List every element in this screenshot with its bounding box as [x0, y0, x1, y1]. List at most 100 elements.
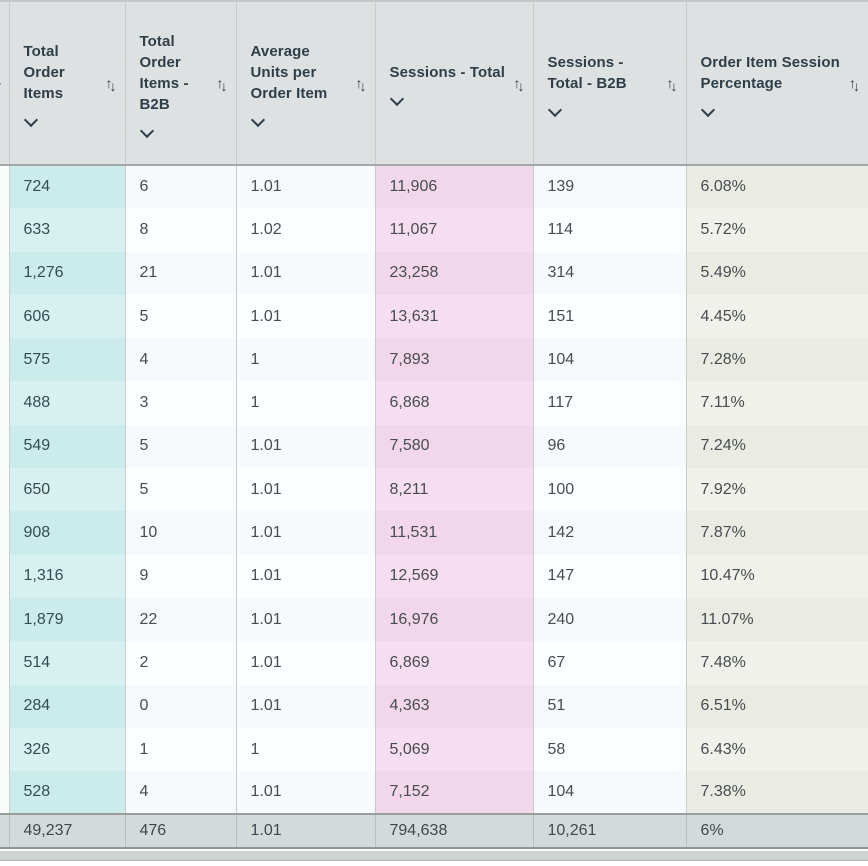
- column-header-total-order-items-b2b[interactable]: Total Order Items - B2B ↑↓: [124, 2, 236, 166]
- cell-total-order-items: 1,879: [8, 597, 125, 642]
- table-row: 908 10 1.01 11,531 142 7.87%: [0, 511, 868, 555]
- cell-total-order-items: 1,316: [8, 554, 125, 598]
- clipped-previous-column-cell: [0, 165, 9, 209]
- table-row: 650 5 1.01 8,211 100 7.92%: [0, 468, 868, 512]
- table-row: 1,316 9 1.01 12,569 147 10.47%: [0, 554, 868, 598]
- column-label-block: Total Order Items - B2B: [139, 31, 213, 138]
- cell-total-order-items-b2b: 1: [124, 727, 236, 772]
- cell-order-item-session-percentage: 10.47%: [685, 554, 868, 598]
- cell-order-item-session-percentage: 7.48%: [685, 641, 868, 685]
- sort-arrows-icon[interactable]: ↑↓: [849, 75, 860, 94]
- cell-sessions-total: 7,580: [374, 424, 533, 469]
- sort-arrows-icon[interactable]: ↑↓: [513, 75, 525, 94]
- column-label-block: Sessions - Total: [389, 62, 506, 107]
- cell-avg-units-per-order-item: 1.01: [235, 424, 375, 469]
- sort-arrows-icon[interactable]: ↑↓: [666, 75, 678, 94]
- cell-sessions-total-b2b: 100: [532, 468, 686, 512]
- sort-arrows-icon[interactable]: ↑↓: [105, 75, 117, 94]
- totals-row: 49,237 476 1.01 794,638 10,261 6%: [0, 813, 868, 850]
- cell-sessions-total-b2b: 151: [532, 294, 686, 339]
- table-row: 284 0 1.01 4,363 51 6.51%: [0, 684, 868, 728]
- cell-sessions-total: 6,868: [374, 381, 533, 425]
- cell-total-order-items: 1,276: [8, 251, 125, 295]
- table-row: 549 5 1.01 7,580 96 7.24%: [0, 424, 868, 469]
- table-row: 1,276 21 1.01 23,258 314 5.49%: [0, 251, 868, 295]
- cell-total-order-items: 724: [8, 165, 125, 209]
- cell-sessions-total-b2b: 96: [532, 424, 686, 469]
- clipped-previous-column-cell: [0, 511, 9, 555]
- column-header-total-order-items[interactable]: Total Order Items ↑↓: [8, 2, 125, 166]
- cell-total-order-items: 606: [8, 294, 125, 339]
- cell-sessions-total: 5,069: [374, 727, 533, 772]
- table-row: 1,879 22 1.01 16,976 240 11.07%: [0, 597, 868, 642]
- cell-total-order-items-b2b: 22: [124, 597, 236, 642]
- chevron-down-icon[interactable]: [139, 123, 154, 138]
- clipped-previous-column-cell: [0, 208, 9, 252]
- cell-avg-units-per-order-item: 1.01: [235, 468, 375, 512]
- cell-sessions-total-b2b: 117: [532, 381, 686, 425]
- column-header-avg-units-per-order-item[interactable]: Average Units per Order Item ↑↓: [235, 2, 375, 166]
- cell-sessions-total-b2b: 147: [532, 554, 686, 598]
- cell-sessions-total: 12,569: [374, 554, 533, 598]
- clipped-previous-column: ↓: [0, 2, 9, 166]
- cell-total-order-items: 549: [8, 424, 125, 469]
- cell-sessions-total-b2b: 139: [532, 165, 686, 209]
- total-total-order-items-b2b: 476: [124, 813, 236, 850]
- chevron-down-icon[interactable]: [23, 112, 38, 128]
- cell-total-order-items-b2b: 6: [124, 165, 236, 209]
- clipped-sort-arrows-icon: ↓: [0, 72, 4, 88]
- cell-avg-units-per-order-item: 1.01: [235, 251, 375, 295]
- clipped-previous-column-cell: [0, 381, 9, 425]
- cell-sessions-total: 11,067: [374, 208, 533, 252]
- column-header-sessions-total[interactable]: Sessions - Total ↑↓: [374, 2, 533, 166]
- cell-sessions-total: 7,152: [374, 771, 533, 815]
- cell-avg-units-per-order-item: 1: [235, 381, 375, 425]
- clipped-previous-column-cell: [0, 684, 9, 728]
- clipped-previous-column-cell: [0, 597, 9, 642]
- cell-avg-units-per-order-item: 1: [235, 727, 375, 772]
- clipped-previous-column-total: [0, 813, 9, 850]
- table-body: 724 6 1.01 11,906 139 6.08% 633 8 1.02 11,067 114 5…: [0, 165, 868, 815]
- cell-avg-units-per-order-item: 1.02: [235, 208, 375, 252]
- horizontal-scrollbar-track[interactable]: [0, 849, 868, 862]
- cell-total-order-items-b2b: 5: [124, 468, 236, 512]
- table-header: ↓Total Order Items↑↓Total Order Items - …: [0, 2, 868, 166]
- cell-sessions-total-b2b: 142: [532, 511, 686, 555]
- column-header-sessions-total-b2b[interactable]: Sessions - Total - B2B ↑↓: [532, 2, 686, 166]
- table-row: 528 4 1.01 7,152 104 7.38%: [0, 771, 868, 815]
- cell-sessions-total-b2b: 114: [532, 208, 686, 252]
- cell-total-order-items-b2b: 21: [124, 251, 236, 295]
- table-row: 724 6 1.01 11,906 139 6.08%: [0, 165, 868, 209]
- chevron-down-icon[interactable]: [547, 102, 562, 117]
- cell-total-order-items: 650: [8, 468, 125, 512]
- column-label: Total Order Items - B2B: [139, 32, 189, 113]
- cell-sessions-total: 4,363: [374, 684, 533, 728]
- column-header-order-item-session-percentage[interactable]: Order Item Session Percentage ↑↓: [685, 2, 868, 166]
- clipped-previous-column-cell: [0, 338, 9, 382]
- column-header-content: Total Order Items ↑↓: [23, 41, 117, 128]
- cell-total-order-items: 633: [8, 208, 125, 252]
- chevron-down-icon[interactable]: [700, 102, 715, 117]
- total-sessions-total: 794,638: [374, 813, 533, 850]
- cell-order-item-session-percentage: 7.92%: [685, 468, 868, 512]
- column-label: Order Item Session Percentage: [700, 53, 840, 92]
- cell-total-order-items-b2b: 9: [124, 554, 236, 598]
- cell-avg-units-per-order-item: 1.01: [235, 554, 375, 598]
- sort-arrows-icon[interactable]: ↑↓: [216, 75, 228, 94]
- table-row: 633 8 1.02 11,067 114 5.72%: [0, 208, 868, 252]
- cell-total-order-items-b2b: 5: [124, 294, 236, 339]
- clipped-previous-column-cell: [0, 251, 9, 295]
- cell-total-order-items: 528: [8, 771, 125, 815]
- header-row: ↓Total Order Items↑↓Total Order Items - …: [0, 2, 868, 166]
- column-label-block: Average Units per Order Item: [250, 41, 352, 128]
- sort-arrows-icon[interactable]: ↑↓: [355, 75, 367, 94]
- chevron-down-icon[interactable]: [250, 112, 265, 128]
- table-row: 326 1 1 5,069 58 6.43%: [0, 727, 868, 772]
- cell-total-order-items: 284: [8, 684, 125, 728]
- chevron-down-icon[interactable]: [389, 91, 404, 107]
- cell-sessions-total-b2b: 240: [532, 597, 686, 642]
- column-label-block: Total Order Items: [23, 41, 102, 128]
- cell-avg-units-per-order-item: 1.01: [235, 771, 375, 815]
- total-total-order-items: 49,237: [8, 813, 125, 850]
